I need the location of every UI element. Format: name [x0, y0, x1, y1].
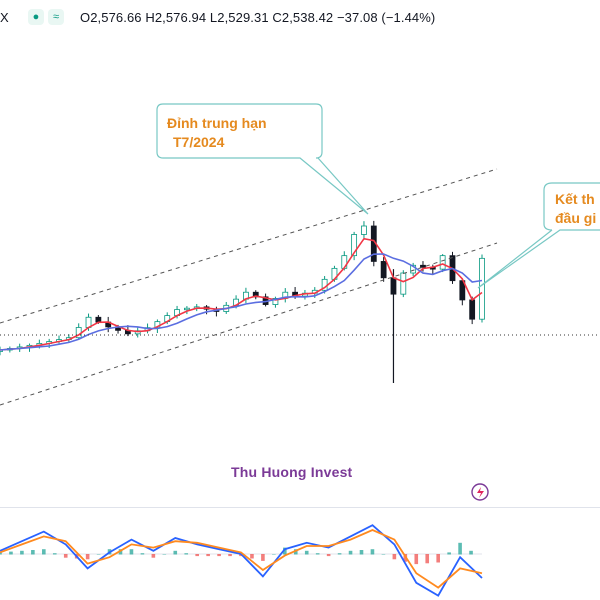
macd-histogram-bar [414, 554, 419, 565]
peak-annotation: Đỉnh trung hạn T7/2024 [167, 114, 297, 152]
pane-divider[interactable] [0, 507, 600, 508]
macd-histogram-bar [293, 549, 298, 555]
macd-histogram-bar [195, 554, 199, 557]
macd-histogram-bar [228, 554, 232, 557]
macd-histogram-bar [370, 549, 375, 555]
chart-header: X ● ≈ O2,576.66 H2,576.94 L2,529.31 C2,5… [0, 0, 600, 36]
end-callout-bubble [477, 182, 600, 289]
macd-histogram-bar [129, 549, 134, 555]
macd-histogram-bar [20, 550, 24, 555]
macd-histogram-bar [337, 553, 342, 555]
lightning-glyph [477, 487, 484, 498]
macd-histogram-bar [85, 554, 90, 560]
macd-histogram-bar [261, 554, 265, 561]
candle-down [95, 316, 102, 323]
moving-average-slow [0, 253, 483, 351]
ohlc-readout: O2,576.66 H2,576.94 L2,529.31 C2,538.42 … [80, 10, 436, 25]
macd-histogram-bar [173, 550, 178, 555]
peak-annotation-line2: T7/2024 [173, 134, 225, 150]
macd-histogram-bar [348, 550, 353, 555]
candle-down [420, 264, 426, 268]
macd-histogram-bar [140, 553, 145, 555]
wave-icon[interactable]: ≈ [48, 9, 64, 25]
macd-histogram-bar [326, 554, 331, 557]
peak-callout-bubble [156, 103, 369, 215]
signal-line [0, 529, 483, 589]
macd-histogram-bar [283, 547, 287, 555]
price-chart[interactable] [0, 0, 600, 506]
macd-histogram-bar [162, 554, 167, 555]
candle-up [183, 307, 190, 311]
candle-up [479, 257, 485, 320]
macd-histogram-bar [9, 551, 13, 555]
end-annotation-line1: Kết th [555, 191, 595, 207]
macd-histogram-bar [447, 552, 451, 555]
watermark: Thu Huong Invest [231, 464, 353, 480]
channel-lower [0, 242, 498, 406]
macd-histogram-bar [42, 549, 46, 555]
candle-down [469, 299, 476, 320]
macd-histogram-bar [63, 554, 68, 558]
macd-histogram-bar [206, 554, 210, 557]
end-annotation-line2: đầu gi [555, 210, 597, 226]
candle-up [400, 272, 407, 295]
macd-histogram-bar [250, 554, 254, 559]
candle-down [380, 261, 387, 279]
candle-up [272, 297, 279, 305]
end-annotation: Kết th đầu gi [555, 190, 600, 228]
macd-line [0, 524, 483, 597]
candle-up [410, 264, 417, 274]
macd-histogram-bar [217, 554, 221, 557]
macd-chart[interactable] [0, 508, 600, 600]
macd-histogram-bar [469, 550, 473, 555]
macd-histogram-bar [151, 554, 156, 558]
macd-histogram-bar [52, 553, 57, 555]
macd-histogram-bar [425, 554, 430, 564]
macd-histogram-bar [381, 554, 386, 555]
macd-histogram-bar [359, 550, 364, 555]
macd-histogram-bar [392, 554, 397, 560]
macd-histogram-bar [96, 554, 101, 555]
macd-histogram-bar [304, 550, 309, 555]
macd-histogram-bar [184, 553, 189, 555]
candle-up [351, 234, 358, 257]
dot-icon[interactable]: ● [28, 9, 44, 25]
candle-up [439, 255, 446, 270]
macd-histogram-bar [315, 553, 320, 555]
moving-average-fast [0, 237, 483, 351]
macd-histogram-bar [31, 550, 35, 555]
symbol-label[interactable]: X [0, 10, 9, 25]
macd-histogram-bar [0, 552, 2, 555]
candle-up [0, 349, 3, 352]
peak-annotation-line1: Đỉnh trung hạn [167, 115, 267, 131]
macd-histogram-bar [272, 554, 276, 555]
candle-up [361, 225, 367, 235]
macd-histogram-bar [436, 554, 440, 563]
macd-histogram-bar [118, 549, 123, 555]
channel-upper [0, 168, 498, 324]
macd-histogram-bar [458, 542, 462, 555]
